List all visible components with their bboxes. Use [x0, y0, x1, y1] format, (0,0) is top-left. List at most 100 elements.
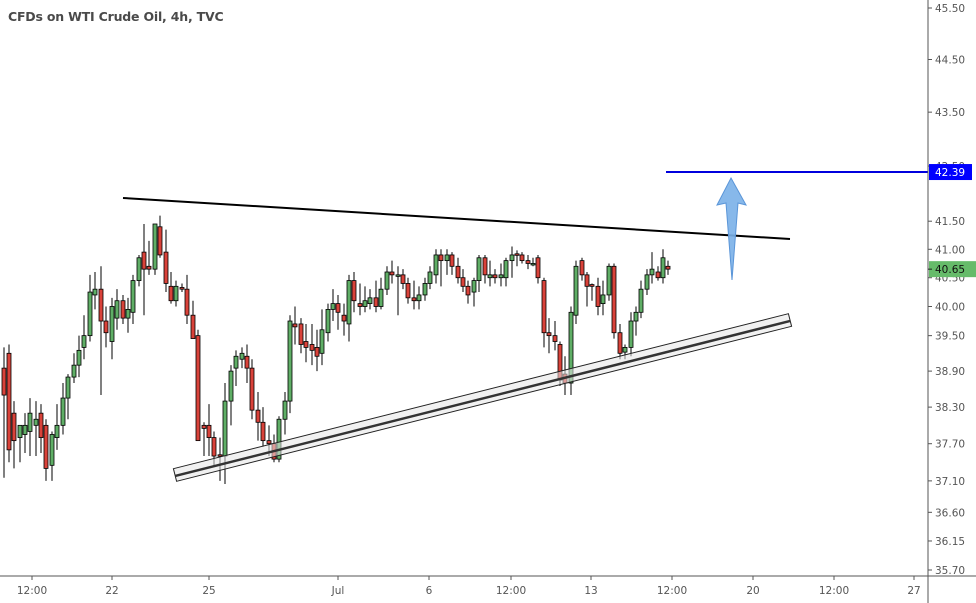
candle: [303, 323, 309, 363]
resistance-trendline[interactable]: [122, 197, 791, 240]
candle: [400, 269, 406, 290]
candle: [201, 422, 207, 457]
candle: [330, 289, 336, 322]
candle: [476, 254, 482, 293]
candle: [244, 344, 250, 384]
candle: [405, 277, 411, 304]
candle: [335, 294, 341, 330]
candle: [163, 229, 169, 293]
candle: [541, 277, 547, 348]
candle: [184, 274, 190, 324]
candle: [146, 240, 152, 275]
candle: [373, 280, 379, 313]
price-tick-label: 35.70: [935, 565, 965, 577]
candle: [665, 260, 671, 275]
candle: [22, 413, 28, 453]
candle: [152, 223, 158, 275]
time-tick-label: Jul: [331, 585, 345, 597]
time-tick-label: 12:00: [496, 585, 526, 597]
candle: [584, 272, 590, 307]
candle: [228, 365, 234, 426]
candle: [292, 306, 298, 345]
time-tick-label: 12:00: [657, 585, 687, 597]
candle: [589, 283, 595, 301]
candle: [1, 347, 7, 478]
candle: [471, 277, 477, 307]
candle: [552, 321, 558, 351]
price-tick-label: 37.70: [935, 439, 965, 451]
candle: [465, 280, 471, 304]
candle: [33, 401, 39, 457]
up-arrow-icon[interactable]: [716, 176, 747, 281]
candle: [168, 272, 174, 304]
candle: [249, 359, 255, 420]
candle: [38, 404, 44, 453]
candle: [206, 404, 212, 457]
candle: [341, 303, 347, 336]
candle: [660, 249, 666, 284]
candle: [98, 266, 104, 396]
candle: [11, 401, 17, 469]
time-tick-label: 12:00: [819, 585, 849, 597]
candle: [633, 306, 639, 336]
price-tick-label: 37.10: [935, 476, 965, 488]
target-price-badge: 42.39: [929, 164, 972, 181]
price-axis[interactable]: 45.5044.5043.5042.5041.5041.0040.5040.00…: [927, 0, 976, 603]
time-axis[interactable]: 12:00 22 25 Jul 6 12:00 13 12:00 20 12:00 27: [0, 575, 976, 597]
candle: [367, 289, 373, 310]
candle: [319, 309, 325, 366]
candle: [43, 419, 49, 481]
candle: [120, 294, 126, 324]
price-tick-label: 44.50: [935, 54, 965, 66]
candle: [503, 257, 509, 287]
price-tick-label: 38.90: [935, 366, 965, 378]
svg-text:42.39: 42.39: [935, 167, 965, 179]
candle: [309, 323, 315, 366]
candle: [351, 272, 357, 313]
candle: [141, 223, 147, 316]
time-tick-label: 25: [202, 585, 215, 597]
candle: [498, 263, 504, 287]
candle: [449, 252, 455, 275]
candle: [87, 274, 93, 342]
candle: [519, 252, 525, 264]
time-tick-label: 20: [746, 585, 759, 597]
candle: [482, 254, 488, 284]
svg-text:40.65: 40.65: [935, 264, 965, 276]
candle: [444, 249, 450, 275]
candle: [298, 318, 304, 354]
candle: [357, 283, 363, 316]
candle: [384, 266, 390, 295]
candle: [325, 303, 331, 342]
candle: [65, 374, 71, 420]
candle: [487, 260, 493, 287]
candle: [17, 424, 23, 463]
candle: [314, 329, 320, 372]
last-price-badge: 40.65: [928, 261, 976, 278]
candle: [611, 263, 617, 339]
support-channel[interactable]: [172, 313, 793, 482]
candle: [60, 383, 66, 435]
candle: [54, 404, 60, 450]
candle: [395, 266, 401, 316]
price-tick-label: 38.30: [935, 402, 965, 414]
candle: [433, 249, 439, 284]
candle: [460, 269, 466, 293]
candle: [509, 246, 515, 278]
candle: [282, 392, 288, 435]
price-tick-label: 36.15: [935, 536, 965, 548]
candle: [525, 254, 531, 270]
price-tick-label: 40.00: [935, 301, 965, 313]
candle: [416, 286, 422, 310]
candle: [255, 392, 261, 441]
candle: [600, 280, 606, 316]
candle: [71, 353, 77, 384]
candle: [655, 266, 661, 281]
candle: [173, 280, 179, 307]
candle: [649, 252, 655, 284]
price-tick-label: 43.50: [935, 107, 965, 119]
candles-layer: [1, 215, 671, 485]
candle: [514, 250, 520, 267]
candle: [644, 269, 650, 295]
